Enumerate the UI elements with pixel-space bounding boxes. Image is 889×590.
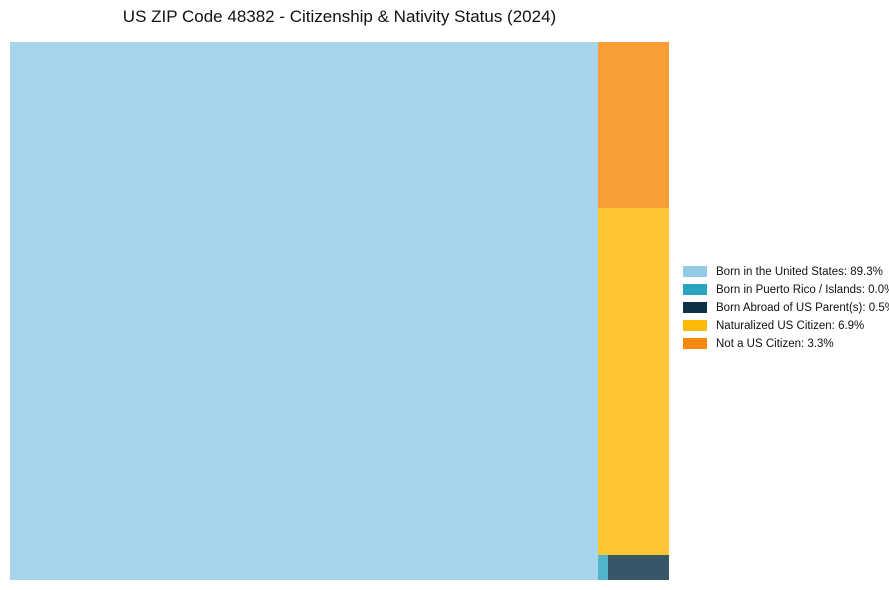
legend-label: Naturalized US Citizen: 6.9%	[716, 319, 865, 332]
legend-label: Born in the United States: 89.3%	[716, 265, 883, 278]
treemap-bottom-row	[598, 554, 669, 580]
legend-swatch	[683, 266, 707, 277]
legend-item: Born in the United States: 89.3%	[683, 265, 889, 278]
treemap-right-column	[598, 42, 669, 580]
chart-title: US ZIP Code 48382 - Citizenship & Nativi…	[122, 7, 557, 26]
treemap	[10, 42, 669, 580]
legend: Born in the United States: 89.3% Born in …	[683, 265, 889, 350]
legend-swatch	[683, 338, 707, 349]
legend-item: Not a US Citizen: 3.3%	[683, 337, 889, 350]
legend-swatch	[683, 320, 707, 331]
treemap-tile-born-in-us	[10, 42, 599, 580]
legend-item: Born Abroad of US Parent(s): 0.5%	[683, 301, 889, 314]
treemap-tile-naturalized-us-citizen	[598, 207, 669, 555]
legend-item: Born in Puerto Rico / Islands: 0.0%	[683, 283, 889, 296]
treemap-tile-born-abroad-of-us-parents	[608, 554, 669, 580]
legend-swatch	[683, 302, 707, 313]
legend-label: Born Abroad of US Parent(s): 0.5%	[716, 301, 889, 314]
legend-label: Born in Puerto Rico / Islands: 0.0%	[716, 283, 889, 296]
treemap-tile-born-in-puerto-rico-islands	[598, 554, 609, 580]
legend-item: Naturalized US Citizen: 6.9%	[683, 319, 889, 332]
legend-swatch	[683, 284, 707, 295]
treemap-tile-not-a-us-citizen	[598, 42, 669, 208]
legend-label: Not a US Citizen: 3.3%	[716, 337, 834, 350]
